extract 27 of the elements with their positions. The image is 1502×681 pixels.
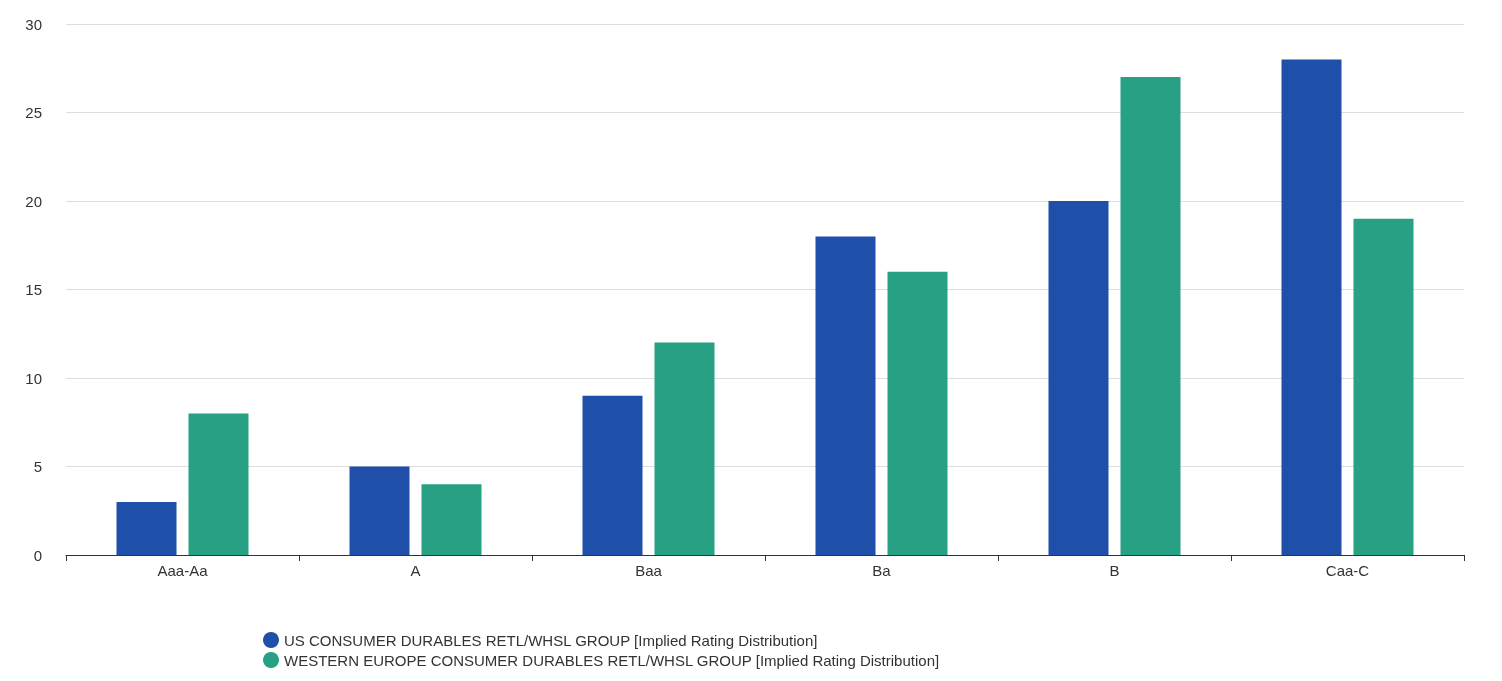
bar: [654, 342, 715, 555]
bar: [116, 501, 177, 555]
bar: [815, 236, 876, 555]
x-tick-label: A: [410, 562, 421, 579]
bar: [887, 271, 948, 555]
y-tick-label: 20: [25, 192, 42, 210]
x-tick-label: Caa-C: [1325, 562, 1370, 579]
y-tick-label: 5: [33, 458, 42, 475]
bar: [1281, 59, 1342, 555]
y-tick-label: 30: [25, 15, 42, 33]
legend-label: WESTERN EUROPE CONSUMER DURABLES RETL/WHSL GROUP [Implied Rating Distribution]: [284, 651, 940, 669]
x-tick-label: Aaa-Aa: [157, 562, 209, 579]
bar: [1120, 77, 1181, 555]
bar: [1353, 218, 1414, 555]
bar: [1048, 201, 1109, 555]
y-tick-label: 15: [25, 281, 42, 298]
legend-label: US CONSUMER DURABLES RETL/WHSL GROUP [Implied Rating Distribution]: [284, 631, 818, 649]
x-tick-label: Baa: [635, 562, 663, 579]
y-tick-label: 25: [25, 104, 42, 121]
bar: [421, 484, 482, 555]
bar: [188, 413, 249, 555]
bar: [582, 395, 643, 555]
x-tick-label: Ba: [872, 562, 892, 579]
bar: [349, 466, 410, 555]
x-tick-label: B: [1109, 562, 1120, 579]
y-tick-label: 0: [33, 546, 42, 564]
y-tick-label: 10: [25, 369, 42, 387]
